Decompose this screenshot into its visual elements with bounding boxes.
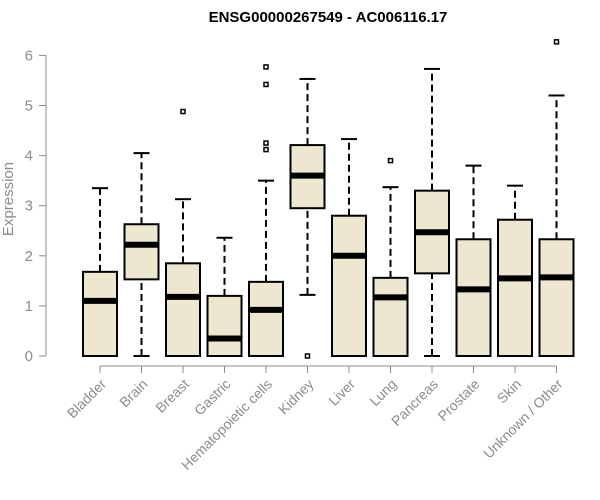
x-tick-label: Unknown / Other — [480, 376, 566, 462]
outlier-point — [263, 146, 269, 153]
x-tick-label: Lung — [366, 376, 399, 409]
x-tick-label: Prostate — [434, 376, 482, 424]
outlier-point — [180, 108, 186, 115]
box-hematopoietic-cells — [248, 64, 284, 357]
box-body — [248, 280, 284, 357]
y-axis-label: Expression — [0, 162, 17, 236]
box-body — [497, 218, 533, 357]
outlier-point — [387, 157, 394, 164]
y-tick-label: 3 — [25, 198, 33, 215]
box-body — [372, 276, 409, 357]
x-tick-label: Skin — [494, 376, 525, 407]
box-body — [165, 262, 201, 357]
box-body — [455, 238, 492, 357]
box-liver — [331, 138, 367, 357]
outlier-point — [263, 64, 269, 70]
y-tick-label: 2 — [25, 248, 33, 265]
y-tick-label: 0 — [25, 348, 33, 365]
y-tick-label: 5 — [25, 98, 33, 115]
box-body — [538, 238, 575, 357]
box-skin — [497, 184, 533, 357]
box-breast — [165, 108, 201, 357]
box-bladder — [82, 187, 118, 357]
outlier-point — [553, 39, 560, 45]
x-tick-label: Bladder — [64, 376, 110, 422]
box-gastric — [206, 236, 243, 358]
box-prostate — [455, 164, 492, 357]
outlier-point — [263, 81, 269, 88]
y-axis: 0 1 2 3 4 5 6 — [25, 47, 47, 365]
box-series — [82, 39, 575, 359]
x-tick-label: Liver — [325, 376, 358, 409]
outlier-point — [304, 353, 311, 359]
box-body — [206, 294, 243, 358]
box-kidney — [289, 77, 326, 359]
box-body — [331, 214, 367, 357]
box-body — [123, 223, 160, 281]
box-brain — [123, 152, 160, 357]
chart-title: ENSG00000267549 - AC006116.17 — [209, 9, 448, 26]
x-tick-label: Brain — [116, 376, 150, 410]
box-body — [82, 270, 118, 357]
outlier-point — [263, 140, 269, 146]
box-lung — [372, 157, 409, 357]
box-unknown-other — [538, 39, 575, 357]
box-pancreas — [414, 67, 450, 357]
x-tick-label: Kidney — [275, 376, 317, 418]
y-tick-label: 1 — [25, 298, 33, 315]
y-tick-label: 6 — [25, 47, 33, 64]
y-tick-label: 4 — [25, 148, 33, 165]
x-tick-label: Breast — [152, 376, 192, 416]
